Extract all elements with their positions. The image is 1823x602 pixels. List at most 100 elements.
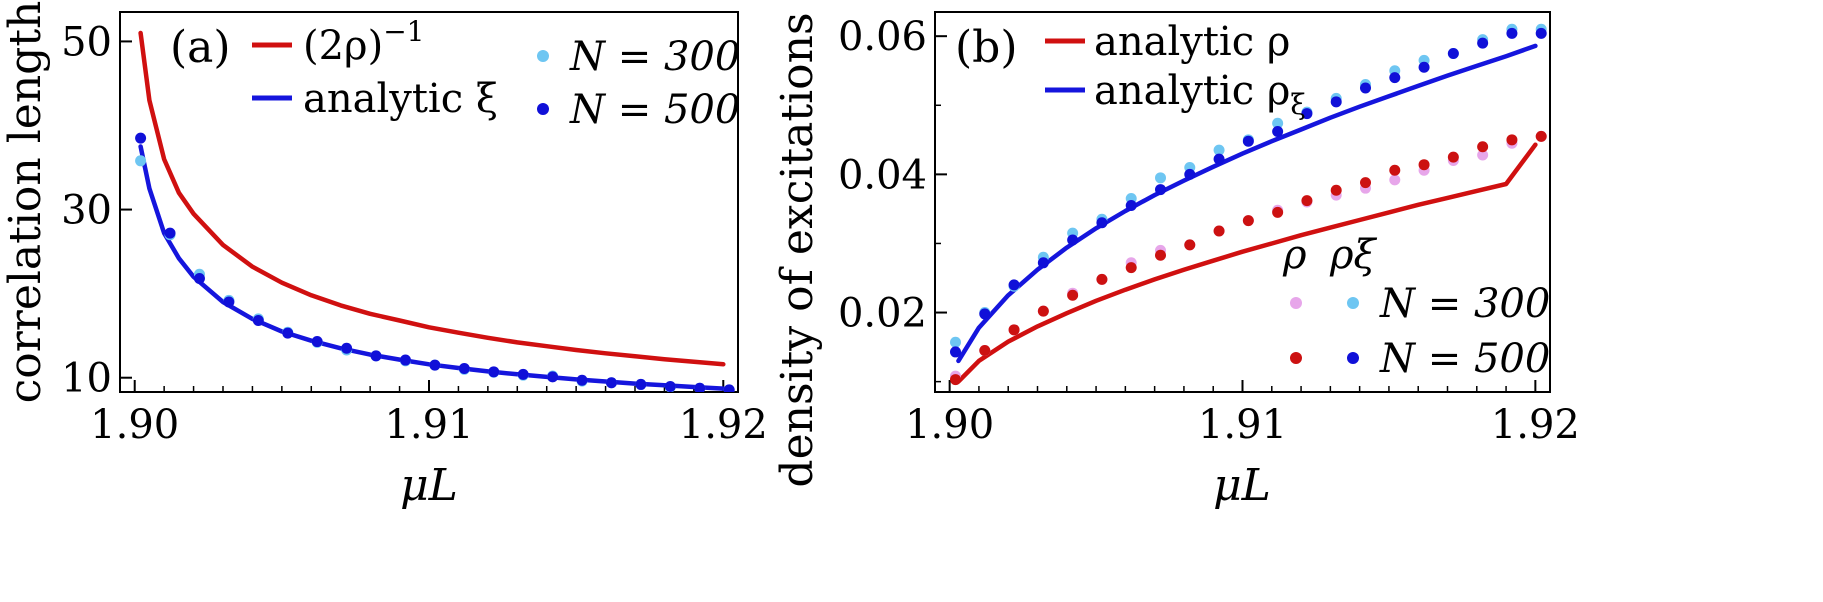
- scatter-point: [1037, 305, 1049, 317]
- scatter-point: [1125, 199, 1137, 211]
- series-line: [138, 144, 726, 391]
- scatter-point: [950, 346, 961, 358]
- y-tick-label: 30: [61, 188, 112, 234]
- legend-swatch-dot: [1347, 297, 1359, 309]
- legend-label-superscript: −1: [383, 15, 424, 48]
- scatter-point: [1213, 225, 1225, 237]
- legend-label: N = 300: [1379, 281, 1550, 327]
- scatter-point: [1242, 135, 1254, 147]
- legend-swatch-dot: [537, 103, 549, 115]
- legend-label: analytic ρξ: [1094, 68, 1306, 121]
- scatter-point: [1067, 289, 1079, 301]
- scatter-point: [1155, 172, 1166, 184]
- scatter-point: [1067, 234, 1079, 246]
- scatter-point: [635, 378, 647, 390]
- scatter-point: [1418, 159, 1430, 171]
- x-axis-label: μL: [1213, 460, 1271, 511]
- series-line: [138, 30, 726, 367]
- scatter-point: [1360, 82, 1371, 94]
- scatter-point: [1125, 262, 1137, 274]
- scatter-point: [1447, 47, 1459, 59]
- scatter-point: [1389, 72, 1401, 84]
- scatter-point: [979, 345, 991, 357]
- legend-label: N = 500: [569, 87, 740, 133]
- y-tick-label: 10: [61, 356, 112, 402]
- scatter-point: [1330, 96, 1342, 108]
- scatter-point: [664, 381, 676, 392]
- data-layer: [135, 30, 735, 392]
- scatter-point: [1272, 206, 1284, 218]
- scatter-point: [605, 377, 617, 389]
- scatter-point: [1360, 177, 1371, 189]
- scatter-point: [1477, 37, 1489, 49]
- y-axis-label: density of excitations: [772, 12, 823, 487]
- scatter-point: [341, 342, 353, 354]
- legend-swatch-dot: [1290, 352, 1302, 364]
- legend2-header: ρ: [1282, 232, 1307, 278]
- scatter-point: [547, 371, 559, 383]
- scatter-point: [1389, 174, 1401, 186]
- scatter-point: [694, 382, 706, 392]
- scatter-point: [488, 366, 500, 378]
- scatter-point: [1272, 126, 1284, 138]
- scatter-point: [1477, 149, 1489, 161]
- panel-tag: (a): [170, 22, 231, 73]
- panel-tag: (b): [955, 22, 1018, 73]
- x-axis-label: μL: [400, 460, 458, 511]
- scatter-point: [1506, 134, 1518, 146]
- legend-label-main: analytic ρ: [1094, 68, 1290, 114]
- x-tick-label: 1.92: [679, 402, 768, 448]
- scatter-point: [1535, 27, 1547, 39]
- legend-label: (2ρ)−1: [303, 15, 424, 69]
- x-tick-label: 1.91: [384, 402, 473, 448]
- scatter-point: [1506, 27, 1518, 39]
- scatter-point: [1242, 215, 1254, 227]
- scatter-point: [370, 350, 382, 362]
- y-tick-label: 0.04: [838, 152, 927, 198]
- scatter-point: [576, 374, 588, 386]
- scatter-point: [135, 132, 147, 144]
- scatter-point: [1037, 257, 1049, 269]
- scatter-point: [723, 384, 735, 392]
- scatter-point: [1184, 239, 1196, 251]
- data-layer: [950, 23, 1547, 386]
- legend-label: analytic ξ: [303, 76, 498, 122]
- scatter-point: [1213, 144, 1225, 156]
- legend-label: N = 500: [1379, 336, 1550, 382]
- legend-swatch-dot: [1347, 352, 1359, 364]
- scatter-point: [135, 155, 147, 167]
- y-tick-label: 0.02: [838, 291, 927, 337]
- scatter-point: [1008, 324, 1020, 336]
- legend-label-subscript: ξ: [1290, 88, 1305, 121]
- x-tick-label: 1.90: [905, 402, 994, 448]
- legend-label: N = 300: [569, 34, 740, 80]
- scatter-point: [193, 273, 205, 285]
- y-axis-label: correlation length: [0, 1, 51, 404]
- x-tick-label: 1.91: [1198, 402, 1287, 448]
- scatter-point: [1155, 184, 1166, 196]
- legend-label: analytic ρ: [1094, 19, 1290, 65]
- scatter-point: [1008, 279, 1020, 291]
- x-tick-label: 1.90: [90, 402, 179, 448]
- scatter-point: [1301, 108, 1313, 120]
- scatter-point: [1096, 217, 1108, 229]
- scatter-point: [1389, 164, 1401, 176]
- scatter-point: [1184, 168, 1196, 180]
- scatter-point: [223, 296, 235, 308]
- scatter-point: [399, 354, 411, 366]
- scatter-point: [1272, 117, 1284, 129]
- panel-b: 1.90 1.91 1.92 0.02 0.04 0.06 density of excit…: [772, 11, 1580, 511]
- scatter-point: [252, 315, 264, 327]
- scatter-point: [164, 227, 176, 239]
- scatter-point: [1535, 130, 1547, 142]
- legend-swatch-dot: [537, 50, 549, 62]
- scatter-point: [429, 359, 441, 371]
- scatter-point: [1301, 195, 1313, 207]
- legend-swatch-dot: [1290, 297, 1302, 309]
- scatter-point: [1155, 249, 1166, 261]
- legend-label-main: (2ρ): [303, 23, 383, 69]
- y-tick-label: 0.06: [838, 14, 927, 60]
- scatter-point: [1447, 151, 1459, 163]
